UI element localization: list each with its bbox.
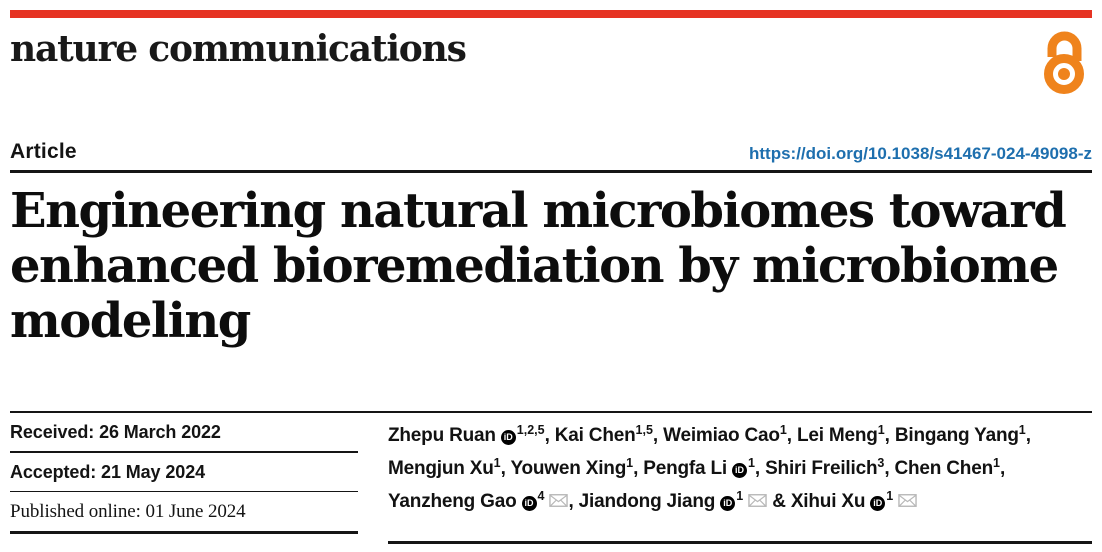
- brand-bar: [10, 10, 1092, 18]
- divider: [10, 531, 358, 534]
- author-name: Youwen Xing: [510, 458, 627, 479]
- envelope-icon[interactable]: [549, 486, 569, 518]
- author-line: Mengjun Xu1, Youwen Xing1, Pengfa Li iD 1,…: [388, 456, 1006, 479]
- author-block: Zhepu Ruan iD 1,2,5, Kai Chen1,5, Weimiao …: [388, 413, 1092, 544]
- published-value: 01 June 2024: [145, 501, 246, 522]
- title-line: modeling: [10, 292, 251, 349]
- affiliation-superscript: 1: [493, 456, 501, 470]
- author-line: Yanzheng Gao iD 4, Jiandong Jiang iD 1 & Xih…: [388, 486, 1092, 519]
- affiliation-superscript: 1: [1018, 423, 1026, 437]
- open-access-icon: [1044, 31, 1084, 94]
- author-name: Kai Chen: [554, 425, 636, 446]
- header-columns: Received: 26 March 2022 Accepted: 21 May…: [10, 413, 1092, 544]
- article-first-page: nature communications Article https://do…: [0, 10, 1102, 544]
- author-name: Lei Meng: [796, 425, 878, 446]
- envelope-icon[interactable]: [748, 486, 767, 518]
- envelope-icon[interactable]: [898, 486, 917, 518]
- accepted-date: Accepted: 21 May 2024: [10, 453, 358, 491]
- divider: [10, 490, 358, 492]
- affiliation-superscript: 1,5: [635, 423, 653, 437]
- affiliation-superscript: 1: [877, 423, 885, 437]
- affiliation-superscript: 4: [537, 489, 545, 503]
- orcid-icon[interactable]: iD: [870, 496, 886, 511]
- received-label: Received:: [10, 422, 95, 442]
- author-name: Xihui Xu: [790, 491, 866, 512]
- article-history: Received: 26 March 2022 Accepted: 21 May…: [10, 413, 358, 534]
- affiliation-superscript: 3: [877, 456, 885, 470]
- author-name: Jiandong Jiang: [578, 491, 716, 512]
- doi-link[interactable]: https://doi.org/10.1038/s41467-024-49098…: [749, 144, 1092, 163]
- kicker-row: Article https://doi.org/10.1038/s41467-0…: [10, 140, 1092, 164]
- affiliation-superscript: 1: [779, 423, 787, 437]
- divider: [10, 410, 1092, 413]
- received-date: Received: 26 March 2022: [10, 413, 358, 451]
- masthead: nature communications: [10, 28, 1092, 94]
- author-name: Shiri Freilich: [765, 458, 878, 479]
- divider: [388, 541, 1092, 544]
- orcid-icon[interactable]: iD: [720, 496, 736, 511]
- affiliation-superscript: 1: [886, 489, 894, 503]
- article-type-label: Article: [10, 140, 77, 163]
- divider: [10, 451, 358, 453]
- title-line: enhanced bioremediation by microbiome: [10, 237, 1059, 294]
- published-label: Published online:: [10, 501, 141, 522]
- orcid-icon[interactable]: iD: [731, 463, 747, 478]
- author-name: Weimiao Cao: [663, 425, 780, 446]
- author-name: Chen Chen: [894, 458, 994, 479]
- author-list: Zhepu Ruan iD 1,2,5, Kai Chen1,5, Weimiao …: [388, 413, 1092, 519]
- title-line: Engineering natural microbiomes toward: [10, 182, 1067, 239]
- orcid-icon[interactable]: iD: [521, 496, 537, 511]
- author-name: Mengjun Xu: [388, 458, 494, 479]
- affiliation-superscript: 1,2,5: [516, 423, 545, 437]
- affiliation-superscript: 1: [992, 456, 1000, 470]
- journal-logo: nature communications: [10, 28, 467, 70]
- accepted-label: Accepted:: [10, 461, 97, 482]
- accepted-value: 21 May 2024: [101, 461, 206, 482]
- author-name: Yanzheng Gao: [388, 491, 517, 512]
- affiliation-superscript: 1: [626, 456, 634, 470]
- orcid-icon[interactable]: iD: [500, 430, 516, 445]
- author-name: Bingang Yang: [894, 425, 1019, 446]
- received-value: 26 March 2022: [99, 422, 221, 442]
- article-title: Engineering natural microbiomes toward e…: [10, 182, 1092, 349]
- affiliation-superscript: 1: [736, 489, 744, 503]
- author-line: Zhepu Ruan iD 1,2,5, Kai Chen1,5, Weimiao …: [388, 423, 1031, 446]
- divider: [10, 170, 1092, 173]
- affiliation-superscript: 1: [747, 456, 755, 470]
- author-name: Pengfa Li: [643, 458, 727, 479]
- published-date: Published online: 01 June 2024: [10, 492, 358, 531]
- author-name: Zhepu Ruan: [388, 425, 496, 446]
